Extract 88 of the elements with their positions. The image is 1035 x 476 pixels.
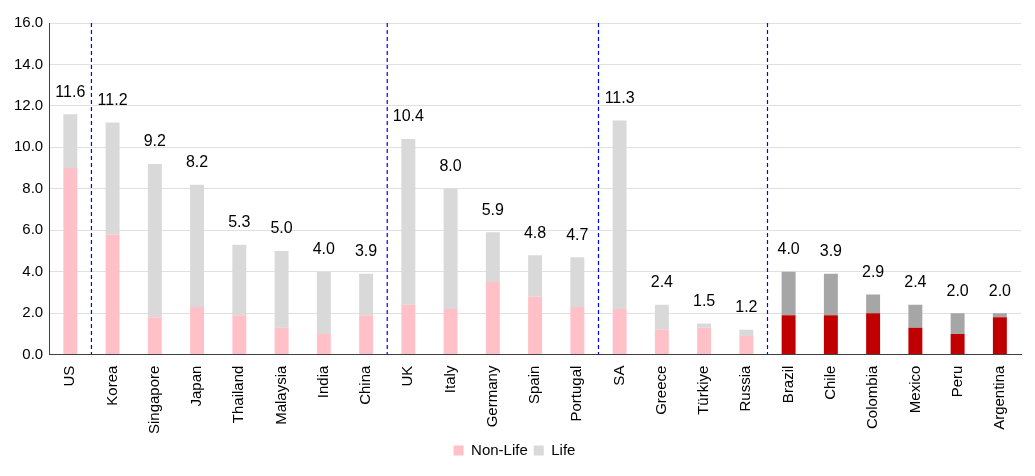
total-label: 11.3	[604, 88, 635, 106]
bar	[908, 327, 923, 355]
bar	[781, 271, 796, 316]
y-tick-label: 4.0	[22, 261, 44, 279]
x-tick-label: India	[313, 364, 331, 399]
total-label: 2.0	[946, 281, 969, 299]
y-tick-label: 14.0	[13, 54, 44, 72]
total-label: 3.9	[819, 242, 843, 260]
total-label: 1.5	[692, 291, 716, 309]
bar	[992, 317, 1007, 355]
bar	[190, 306, 205, 355]
x-tick-label: Greece	[652, 365, 669, 415]
bar	[697, 327, 712, 355]
x-tick-label: US	[60, 365, 78, 387]
x-tick-label: Colombia	[863, 364, 881, 429]
legend-label: Life	[551, 440, 576, 458]
total-label: 4.0	[312, 240, 336, 258]
y-tick-label: 8.0	[22, 178, 44, 196]
bar	[612, 309, 627, 355]
total-label: 1.2	[735, 298, 758, 316]
x-tick-label: Russia	[736, 364, 754, 412]
bar	[823, 315, 838, 355]
bar	[654, 329, 669, 355]
total-label: 11.2	[97, 90, 128, 108]
total-label: 2.4	[650, 273, 674, 291]
bar	[63, 168, 78, 355]
bar	[274, 327, 289, 355]
legend-label: Non-Life	[471, 440, 528, 458]
x-tick-label: Chile	[821, 365, 838, 400]
total-label: 4.0	[777, 240, 800, 258]
bar	[697, 323, 712, 328]
total-label: 11.6	[55, 82, 86, 100]
x-tick-label: Korea	[102, 364, 120, 406]
total-label: 10.4	[392, 107, 425, 125]
y-tick-label: 6.0	[22, 220, 44, 238]
x-tick-label: Malaysia	[271, 364, 289, 425]
x-tick-label: China	[356, 364, 374, 405]
x-tick-label: Argentina	[990, 364, 1008, 430]
total-label: 2.0	[988, 281, 1012, 299]
bar	[316, 333, 331, 355]
x-tick-label: Mexico	[905, 365, 923, 414]
y-tick-label: 10.0	[13, 137, 44, 155]
bar	[866, 313, 881, 355]
x-tick-label: SA	[609, 365, 627, 386]
bar	[866, 294, 881, 314]
total-label: 4.8	[523, 223, 547, 241]
bar	[443, 309, 458, 355]
bar	[401, 304, 416, 355]
total-label: 9.2	[143, 132, 167, 150]
y-tick-label: 12.0	[13, 96, 44, 114]
x-tick-label: Italy	[440, 365, 458, 394]
bar	[950, 313, 965, 334]
total-label: 4.7	[566, 225, 589, 243]
total-label: 5.0	[270, 219, 293, 237]
total-label: 5.3	[228, 213, 251, 231]
y-tick-label: 0.0	[22, 344, 44, 362]
y-tick-label: 2.0	[22, 303, 44, 321]
x-tick-label: Germany	[482, 365, 500, 428]
bar	[908, 304, 923, 328]
total-label: 5.9	[481, 200, 505, 218]
x-tick-label: Singapore	[144, 365, 162, 434]
bar	[528, 296, 543, 355]
x-tick-label: Brazil	[778, 365, 796, 404]
bar	[781, 315, 796, 355]
total-label: 3.9	[354, 242, 378, 260]
bar	[823, 273, 838, 316]
x-tick-label: Türkiye	[694, 365, 712, 415]
x-tick-label: Thailand	[229, 365, 247, 424]
bar	[570, 306, 585, 355]
total-label: 2.9	[861, 262, 885, 280]
bar	[992, 313, 1007, 318]
x-tick-label: Spain	[525, 365, 543, 404]
x-tick-label: Portugal	[567, 365, 585, 422]
bar	[359, 315, 374, 355]
y-tick-label: 16.0	[13, 13, 44, 31]
bar	[232, 315, 247, 355]
bar	[147, 317, 162, 355]
bar	[950, 333, 965, 355]
bar	[739, 329, 754, 336]
x-tick-label: Japan	[187, 365, 205, 407]
total-label: 2.4	[904, 273, 927, 291]
x-tick-label: Peru	[947, 365, 965, 398]
total-label: 8.0	[439, 157, 462, 175]
bar	[739, 335, 754, 355]
bar	[485, 282, 500, 355]
total-label: 8.2	[185, 153, 209, 171]
x-tick-label: UK	[398, 365, 416, 387]
bar	[105, 234, 120, 355]
